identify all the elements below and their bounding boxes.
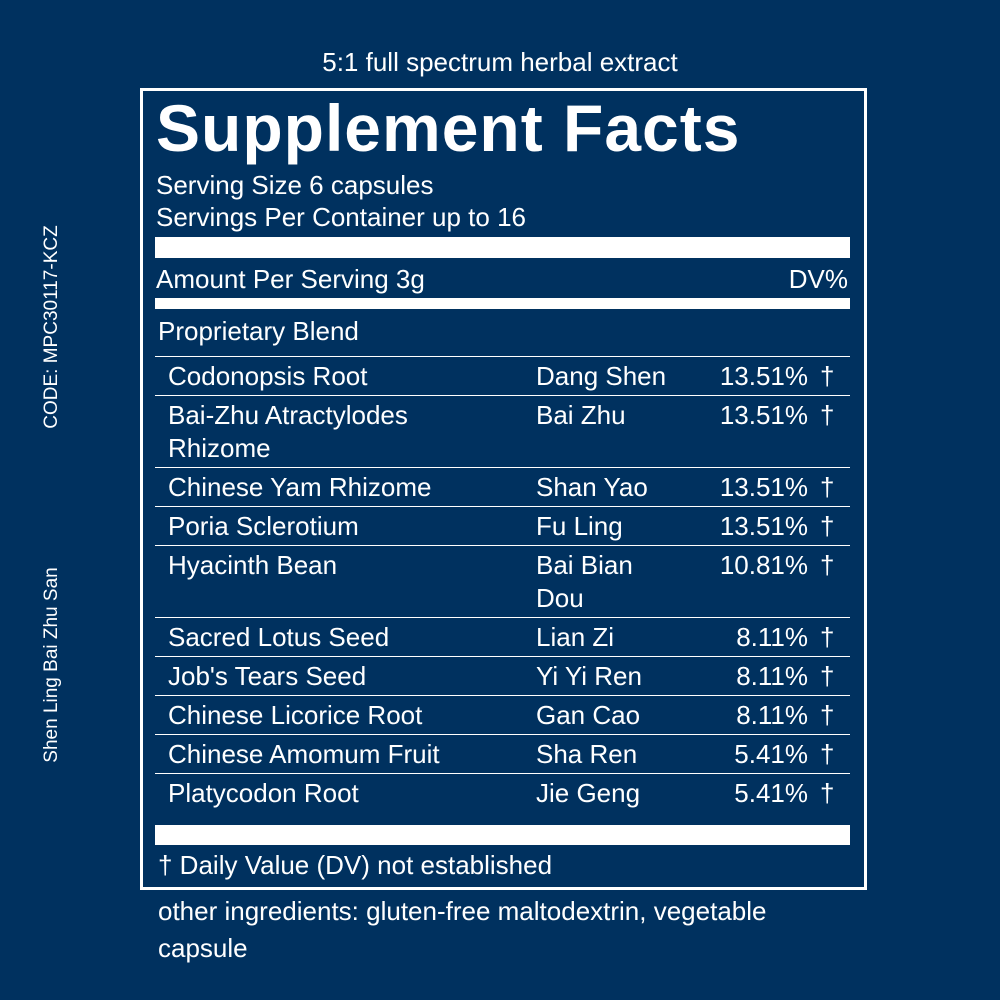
dagger-mark: † (820, 738, 834, 771)
ingredient-row: Poria SclerotiumFu Ling13.51% † (155, 507, 850, 546)
product-code: CODE: MPC30117-KCZ (41, 225, 63, 428)
ingredient-percent: 13.51% (686, 360, 808, 393)
ingredient-row: Chinese Amomum FruitSha Ren5.41% † (155, 735, 850, 774)
ingredient-pinyin: Yi Yi Ren (536, 660, 686, 693)
dagger-mark: † (820, 777, 834, 810)
ingredient-row: Job's Tears SeedYi Yi Ren8.11% † (155, 657, 850, 696)
ingredient-percent: 13.51% (686, 471, 808, 504)
ingredient-percent: 8.11% (686, 699, 808, 732)
ingredient-pinyin: Fu Ling (536, 510, 686, 543)
ingredient-percent: 8.11% (686, 660, 808, 693)
facts-title: Supplement Facts (156, 88, 740, 168)
ingredient-pinyin: Jie Geng (536, 777, 686, 810)
medium-rule (155, 298, 850, 309)
ingredient-percent: 13.51% (686, 510, 808, 543)
ingredient-pinyin: Bai Bian Dou (536, 549, 686, 615)
ingredient-percent: 5.41% (686, 738, 808, 771)
servings-per-container: Servings Per Container up to 16 (156, 201, 526, 234)
ingredient-percent: 10.81% (686, 549, 808, 615)
ingredient-pinyin: Gan Cao (536, 699, 686, 732)
ingredient-row: Chinese Yam RhizomeShan Yao13.51% † (155, 468, 850, 507)
formula-name: Shen Ling Bai Zhu San (41, 567, 63, 762)
blend-label: Proprietary Blend (158, 315, 359, 348)
subtitle: 5:1 full spectrum herbal extract (0, 46, 1000, 79)
thick-rule (155, 237, 850, 258)
amount-per-serving: Amount Per Serving 3g (156, 263, 425, 296)
dagger-mark: † (820, 549, 834, 615)
ingredient-pinyin: Shan Yao (536, 471, 686, 504)
ingredient-pinyin: Dang Shen (536, 360, 686, 393)
ingredient-name: Poria Sclerotium (168, 510, 536, 543)
ingredient-row: Hyacinth BeanBai Bian Dou10.81%† (155, 546, 850, 618)
ingredient-name: Job's Tears Seed (168, 660, 536, 693)
ingredient-row: Codonopsis RootDang Shen13.51% † (155, 357, 850, 396)
ingredient-row: Platycodon RootJie Geng5.41% † (155, 774, 850, 812)
ingredient-percent: 5.41% (686, 777, 808, 810)
dagger-mark: † (820, 621, 834, 654)
ingredient-name: Codonopsis Root (168, 360, 536, 393)
ingredient-pinyin: Bai Zhu (536, 399, 686, 465)
ingredient-row: Sacred Lotus SeedLian Zi8.11% † (155, 618, 850, 657)
ingredient-name: Bai-Zhu Atractylodes Rhizome (168, 399, 536, 465)
other-ingredients: other ingredients: gluten-free maltodext… (158, 893, 838, 967)
serving-size: Serving Size 6 capsules (156, 169, 433, 202)
dagger-mark: † (820, 471, 834, 504)
ingredient-name: Platycodon Root (168, 777, 536, 810)
ingredient-pinyin: Sha Ren (536, 738, 686, 771)
ingredient-percent: 8.11% (686, 621, 808, 654)
ingredient-name: Chinese Yam Rhizome (168, 471, 536, 504)
ingredient-name: Sacred Lotus Seed (168, 621, 536, 654)
label: 5:1 full spectrum herbal extract CODE: M… (0, 0, 1000, 1000)
dagger-mark: † (820, 660, 834, 693)
ingredient-name: Chinese Licorice Root (168, 699, 536, 732)
ingredient-name: Hyacinth Bean (168, 549, 536, 615)
thick-rule (155, 825, 850, 845)
dagger-mark: † (820, 399, 834, 465)
ingredient-row: Chinese Licorice RootGan Cao8.11% † (155, 696, 850, 735)
ingredient-percent: 13.51% (686, 399, 808, 465)
dv-header: DV% (789, 263, 848, 296)
ingredient-name: Chinese Amomum Fruit (168, 738, 536, 771)
ingredient-row: Bai-Zhu Atractylodes RhizomeBai Zhu13.51… (155, 396, 850, 468)
dagger-mark: † (820, 360, 834, 393)
ingredient-pinyin: Lian Zi (536, 621, 686, 654)
footnote: † Daily Value (DV) not established (158, 849, 552, 882)
dagger-mark: † (820, 510, 834, 543)
dagger-mark: † (820, 699, 834, 732)
ingredient-table: Codonopsis RootDang Shen13.51%†Bai-Zhu A… (155, 356, 850, 812)
